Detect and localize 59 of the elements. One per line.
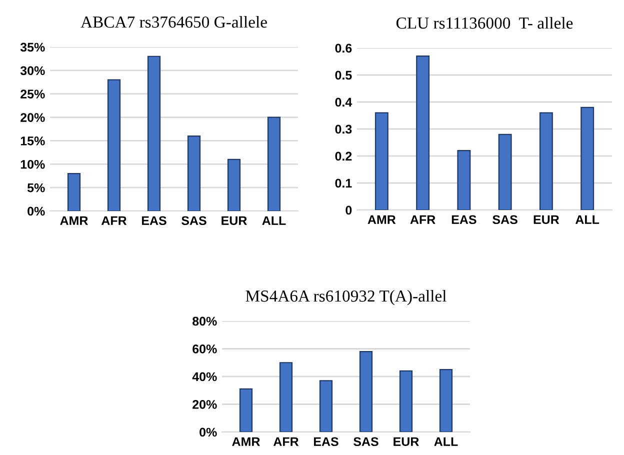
y-tick-label: 0% bbox=[28, 206, 45, 216]
x-tick-label: EUR bbox=[222, 216, 247, 226]
x-tick-label: EAS bbox=[452, 215, 476, 224]
y-tick-label: 35% bbox=[20, 42, 45, 52]
y-tick-label: 0% bbox=[200, 428, 217, 437]
x-tick-label: SAS bbox=[492, 215, 518, 224]
bar bbox=[374, 112, 388, 210]
y-tick-label: 0.2 bbox=[335, 152, 352, 161]
bar bbox=[457, 150, 471, 210]
x-tick-label: AFR bbox=[410, 215, 436, 224]
x-tick-label: SAS bbox=[182, 216, 206, 226]
y-tick-label: 30% bbox=[20, 66, 45, 76]
x-tick-label: EUR bbox=[534, 215, 560, 224]
bar bbox=[147, 56, 161, 211]
x-tick-label: ALL bbox=[575, 215, 600, 224]
bar bbox=[227, 158, 241, 211]
y-tick-label: 0 bbox=[346, 206, 352, 215]
y-tick-label: 20% bbox=[20, 113, 45, 122]
bar bbox=[359, 350, 373, 432]
chart-title: MS4A6A rs610932 T(A)-allel bbox=[246, 290, 446, 306]
y-tick-label: 15% bbox=[20, 136, 45, 146]
x-tick-label: EAS bbox=[314, 437, 338, 446]
bar bbox=[580, 106, 594, 210]
bar bbox=[107, 79, 121, 211]
y-tick-label: 25% bbox=[20, 90, 45, 99]
x-tick-label: ALL bbox=[262, 216, 286, 225]
y-tick-label: 60% bbox=[192, 344, 217, 354]
y-tick-label: 0.5 bbox=[335, 70, 352, 80]
bar bbox=[279, 362, 293, 432]
bar bbox=[439, 369, 453, 432]
y-tick-label: 10% bbox=[20, 160, 45, 169]
y-tick-label: 0.6 bbox=[335, 44, 352, 53]
y-tick-label: 0.1 bbox=[335, 178, 352, 188]
x-tick-label: AMR bbox=[60, 216, 88, 225]
x-tick-label: EAS bbox=[142, 216, 166, 226]
y-tick-label: 80% bbox=[192, 316, 217, 326]
chart-title: CLU rs11136000 T- allele bbox=[396, 16, 573, 29]
bar bbox=[416, 56, 430, 210]
x-tick-label: AFR bbox=[273, 437, 299, 446]
bar bbox=[187, 135, 201, 211]
chart-title: ABCA7 rs3764650 G-allele bbox=[80, 16, 267, 28]
x-tick-label: ALL bbox=[434, 437, 458, 446]
x-tick-label: AFR bbox=[101, 216, 127, 225]
bar bbox=[239, 388, 253, 432]
y-tick-label: 5% bbox=[27, 183, 45, 192]
x-tick-label: EUR bbox=[394, 437, 419, 446]
y-tick-label: 0.3 bbox=[335, 124, 352, 134]
y-tick-label: 20% bbox=[192, 400, 217, 409]
bar bbox=[267, 116, 281, 211]
bar bbox=[319, 380, 333, 432]
bar bbox=[539, 112, 553, 210]
x-tick-label: AMR bbox=[232, 437, 260, 446]
x-tick-label: AMR bbox=[368, 215, 396, 224]
bar bbox=[399, 370, 413, 432]
y-tick-label: 0.4 bbox=[335, 98, 352, 107]
bar bbox=[498, 134, 512, 210]
y-tick-label: 40% bbox=[192, 372, 217, 382]
bar bbox=[67, 172, 81, 211]
x-tick-label: SAS bbox=[354, 437, 378, 446]
